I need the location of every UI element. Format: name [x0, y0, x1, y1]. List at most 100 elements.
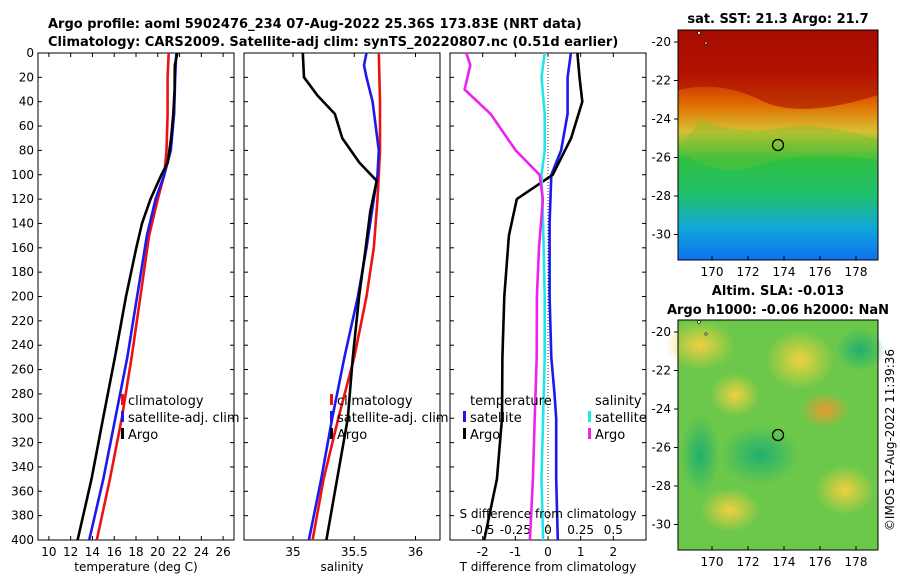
x-tick-label: 10: [41, 545, 56, 559]
series-line-satellite-adj-clim: [307, 52, 381, 541]
x-tick-label: 18: [128, 545, 143, 559]
salinity-panel-frame: [243, 52, 441, 541]
map-y-tick-label: -26: [651, 441, 671, 455]
sla-positive-anomaly: [665, 320, 735, 370]
depth-tick-label: 380: [11, 509, 34, 523]
legend-label-climatology: climatology: [337, 394, 413, 409]
difference-top-axis: -0.5-0.2500.250.5: [471, 523, 623, 537]
x-tick-label: 22: [172, 545, 187, 559]
sla-negative-anomaly: [680, 415, 720, 495]
x-tick-label: 1: [577, 545, 585, 559]
map-y-tick-label: -22: [651, 364, 671, 378]
legend-swatch-sal-satellite: [588, 411, 591, 422]
legend-label-argo: Argo: [128, 428, 158, 443]
sst-island-marker: [704, 41, 708, 45]
x-tick-label: -2: [477, 545, 489, 559]
sla-positive-anomaly: [800, 392, 850, 428]
depth-tick-label: 60: [19, 119, 34, 133]
map-y-tick-label: -30: [651, 228, 671, 242]
legend-swatch-temp-argo: [463, 428, 466, 439]
sla-positive-anomaly: [815, 465, 875, 515]
sla-argo-position-marker: [771, 428, 785, 442]
series-line-argo: [301, 52, 379, 541]
series-line-salinity-satellite: [540, 52, 547, 541]
depth-tick-label: 400: [11, 533, 34, 547]
map-y-tick-label: -24: [651, 112, 671, 126]
depth-tick-label: 240: [11, 338, 34, 352]
depth-tick-label: 100: [11, 168, 34, 182]
map-y-tick-label: -26: [651, 151, 671, 165]
map-y-tick-label: -22: [651, 74, 671, 88]
depth-tick-label: 140: [11, 216, 34, 230]
legend-label-satellite: satellite-adj. clim: [128, 411, 240, 426]
temperature-x-label: temperature (deg C): [74, 560, 197, 574]
map-x-tick-label: 170: [701, 265, 724, 279]
map-x-tick-label: 172: [737, 265, 760, 279]
x-tick-label: 12: [63, 545, 78, 559]
sla-negative-anomaly: [835, 328, 885, 372]
legend-swatch-argo: [330, 428, 333, 439]
map-y-tick-label: -24: [651, 402, 671, 416]
sla-map-x-axis: 170 172 174 176 178: [701, 546, 868, 569]
depth-tick-label: 320: [11, 436, 34, 450]
legend-label-climatology: climatology: [128, 394, 204, 409]
legend-swatch-climatology: [121, 394, 124, 405]
map-y-tick-label: -20: [651, 35, 671, 49]
top-tick-label: 0.5: [604, 523, 623, 537]
sst-map-title: sat. SST: 21.3 Argo: 21.7: [687, 12, 868, 27]
series-line-climatology: [311, 52, 382, 541]
depth-tick-label: 340: [11, 460, 34, 474]
map-x-tick-label: 176: [809, 555, 832, 569]
map-x-tick-label: 178: [845, 555, 868, 569]
sst-map: [677, 29, 879, 261]
sst-island-marker: [697, 31, 701, 35]
figure-title-line1: Argo profile: aoml 5902476_234 07-Aug-20…: [48, 17, 582, 32]
legend-label-satellite: satellite-adj. clim: [337, 411, 449, 426]
legend-swatch-sal-argo: [588, 428, 591, 439]
difference-x-label: T difference from climatology: [459, 560, 637, 574]
x-tick-label: 36: [408, 545, 423, 559]
sst-warm-band: [678, 30, 878, 109]
series-line-temperature-satellite: [548, 52, 573, 541]
legend-label-argo: Argo: [337, 428, 367, 443]
series-line-climatology: [95, 52, 170, 541]
top-tick-label: -0.25: [500, 523, 531, 537]
series-line-salinity-argo: [463, 52, 545, 541]
depth-tick-label: 280: [11, 387, 34, 401]
depth-tick-label: 200: [11, 290, 34, 304]
legend-label-temp-satellite: satellite: [470, 411, 522, 426]
sst-map-x-axis: 170 172 174 176 178: [701, 256, 867, 279]
sla-map-title-line1: Altim. SLA: -0.013: [712, 284, 844, 299]
sla-negative-anomaly: [720, 425, 800, 485]
salinity-series: [301, 52, 382, 541]
x-tick-label: -1: [509, 545, 521, 559]
x-tick-label: 16: [107, 545, 122, 559]
depth-tick-label: 220: [11, 314, 34, 328]
depth-tick-label: 20: [19, 70, 34, 84]
legend-swatch-satellite: [121, 411, 124, 422]
sla-positive-anomaly: [700, 488, 760, 532]
sla-map-title-line2: Argo h1000: -0.06 h2000: NaN: [667, 303, 889, 318]
top-tick-label: -0.5: [471, 523, 494, 537]
map-x-tick-label: 174: [773, 555, 796, 569]
map-y-tick-label: -30: [651, 518, 671, 532]
series-line-argo: [76, 52, 179, 541]
sla-map: [665, 319, 885, 551]
depth-tick-label: 160: [11, 241, 34, 255]
legend-swatch-satellite: [330, 411, 333, 422]
legend-swatch-argo: [121, 428, 124, 439]
sla-positive-anomaly: [765, 330, 835, 390]
difference-x-axis: -2 -1 0 1 2: [477, 53, 617, 559]
depth-tick-label: 40: [19, 95, 34, 109]
map-x-tick-label: 172: [737, 555, 760, 569]
map-x-tick-label: 174: [773, 265, 796, 279]
sst-map-y-axis: -20 -22 -24 -26 -28 -30: [651, 35, 678, 242]
depth-tick-label: 260: [11, 363, 34, 377]
temperature-series: [76, 52, 179, 541]
temperature-legend: climatology satellite-adj. clim Argo: [121, 394, 240, 443]
figure-title-line2: Climatology: CARS2009. Satellite-adj cli…: [48, 35, 618, 50]
difference-top-label: S difference from climatology: [460, 507, 637, 521]
x-tick-label: 35.5: [341, 545, 368, 559]
map-y-tick-label: -28: [651, 479, 671, 493]
